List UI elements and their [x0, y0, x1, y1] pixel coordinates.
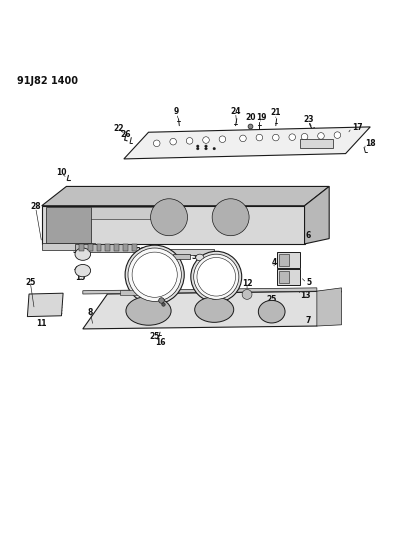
Text: 20: 20 [245, 113, 255, 122]
Circle shape [208, 287, 220, 300]
Text: 2: 2 [170, 252, 175, 261]
Polygon shape [42, 206, 304, 244]
Circle shape [125, 245, 184, 304]
Circle shape [334, 132, 341, 139]
Circle shape [242, 289, 252, 300]
Ellipse shape [126, 296, 171, 325]
Text: 10: 10 [56, 167, 67, 176]
Text: 17: 17 [352, 123, 363, 132]
FancyBboxPatch shape [276, 252, 300, 268]
Text: 29: 29 [135, 247, 145, 256]
Circle shape [197, 148, 199, 150]
Ellipse shape [75, 264, 91, 277]
Text: 4: 4 [272, 258, 277, 267]
Text: 16: 16 [155, 338, 165, 347]
Circle shape [132, 252, 177, 297]
Circle shape [186, 138, 193, 144]
Text: 21: 21 [271, 108, 281, 117]
Polygon shape [304, 187, 329, 244]
Polygon shape [91, 207, 157, 219]
Circle shape [219, 136, 226, 142]
Polygon shape [88, 244, 93, 251]
Circle shape [197, 145, 199, 148]
Circle shape [153, 140, 160, 147]
Polygon shape [124, 127, 370, 159]
Text: 15: 15 [75, 273, 86, 282]
Text: 14: 14 [46, 213, 56, 222]
Text: 25: 25 [150, 332, 160, 341]
Ellipse shape [195, 297, 234, 322]
Text: 13: 13 [300, 290, 311, 300]
Circle shape [240, 135, 246, 142]
Circle shape [289, 134, 295, 140]
Polygon shape [46, 207, 91, 243]
Polygon shape [42, 187, 329, 206]
Circle shape [256, 134, 263, 141]
FancyBboxPatch shape [279, 271, 289, 283]
Polygon shape [140, 249, 214, 255]
Text: 25: 25 [131, 260, 141, 269]
Circle shape [128, 248, 181, 301]
Text: 24: 24 [230, 107, 241, 116]
Text: 27: 27 [143, 300, 153, 309]
FancyBboxPatch shape [300, 139, 333, 148]
Text: 1: 1 [222, 253, 228, 262]
FancyBboxPatch shape [279, 254, 289, 265]
Polygon shape [123, 244, 128, 251]
Circle shape [205, 148, 207, 150]
Circle shape [191, 251, 242, 302]
Text: 19: 19 [257, 112, 267, 122]
Text: 26: 26 [121, 130, 131, 139]
Text: 7: 7 [306, 316, 311, 325]
Text: 30: 30 [192, 252, 202, 261]
Ellipse shape [75, 248, 91, 260]
Text: 18: 18 [365, 139, 376, 148]
Polygon shape [27, 293, 63, 317]
Text: 3: 3 [73, 246, 78, 255]
Circle shape [205, 145, 207, 148]
Ellipse shape [196, 254, 204, 261]
Text: 25: 25 [25, 278, 35, 287]
Text: 8: 8 [87, 308, 93, 317]
Text: 28: 28 [30, 201, 41, 211]
Circle shape [150, 199, 187, 236]
Text: 22: 22 [114, 124, 124, 133]
Text: 6: 6 [305, 231, 311, 240]
Text: 91J82 1400: 91J82 1400 [17, 76, 78, 86]
Polygon shape [105, 244, 110, 251]
Polygon shape [132, 244, 137, 251]
Circle shape [203, 137, 209, 143]
Circle shape [197, 257, 236, 296]
Text: 9: 9 [174, 107, 179, 116]
Polygon shape [83, 291, 342, 329]
Polygon shape [83, 288, 317, 294]
Polygon shape [317, 288, 342, 326]
Text: 5: 5 [307, 278, 312, 287]
Polygon shape [42, 243, 95, 250]
Circle shape [272, 134, 279, 141]
Circle shape [318, 133, 324, 139]
Ellipse shape [258, 301, 285, 323]
Text: 11: 11 [37, 319, 47, 328]
Circle shape [212, 199, 249, 236]
FancyBboxPatch shape [120, 290, 152, 295]
Polygon shape [96, 244, 101, 251]
Polygon shape [79, 244, 84, 251]
Circle shape [194, 254, 239, 300]
Text: 23: 23 [303, 115, 314, 124]
Polygon shape [114, 244, 119, 251]
Text: 25: 25 [196, 261, 206, 270]
Circle shape [170, 139, 176, 145]
Polygon shape [173, 254, 190, 259]
Polygon shape [75, 244, 136, 252]
Text: 12: 12 [242, 279, 252, 288]
Circle shape [213, 148, 215, 150]
Circle shape [301, 133, 308, 140]
FancyBboxPatch shape [276, 269, 300, 285]
Text: 25: 25 [267, 295, 277, 304]
